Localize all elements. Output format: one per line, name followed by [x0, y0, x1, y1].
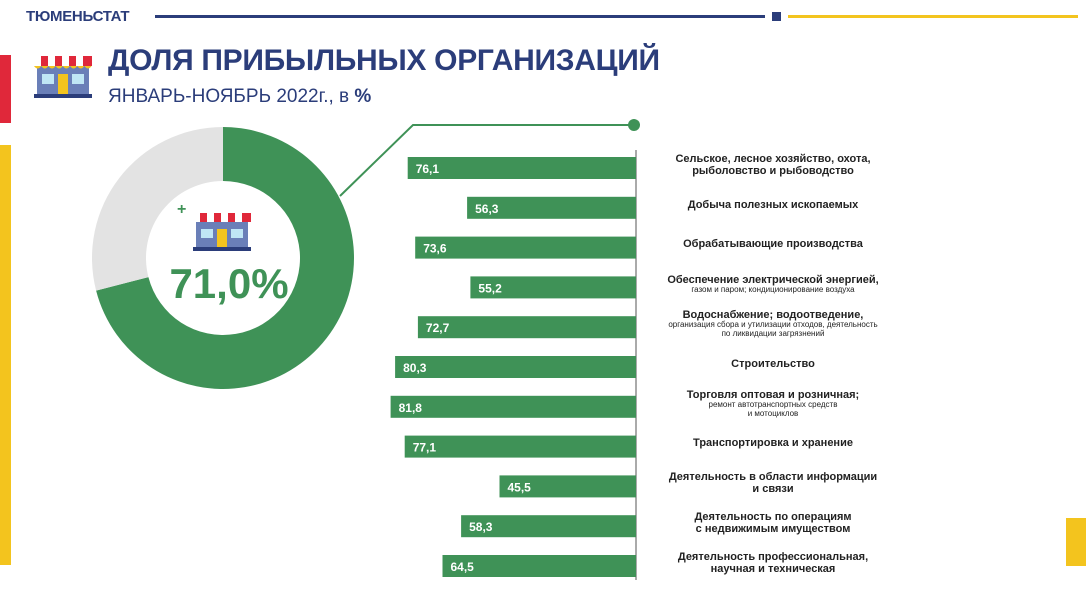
bar-value-label: 45,5 [508, 480, 532, 494]
bar-category-label: Торговля оптовая и розничная; ремонт авто… [648, 389, 898, 419]
bar [390, 395, 636, 418]
bar-category-label: Водоснабжение; водоотведение, организация… [648, 309, 898, 339]
shop-icon-door [217, 229, 227, 248]
category-title: Транспортировка и хранение [693, 437, 853, 450]
category-title: Деятельность по операциям [694, 510, 852, 523]
bar [499, 475, 636, 498]
subtitle-period: ЯНВАРЬ-НОЯБРЬ 2022г., в [108, 86, 350, 107]
bar-value-label: 64,5 [451, 560, 475, 574]
donut-value-label: 71,0% [169, 260, 288, 307]
category-detail: по ликвидации загрязнений [721, 329, 825, 339]
header-rule-yellow [788, 15, 1078, 18]
category-title: Обеспечение электрической энергией, [667, 273, 879, 286]
category-detail: газом и паром; кондиционирование воздуха [691, 285, 855, 295]
page-subtitle: ЯНВАРЬ-НОЯБРЬ 2022г., в % [108, 86, 371, 108]
category-title: научная и техническая [710, 563, 836, 575]
shop-icon-base [193, 247, 251, 251]
bar-value-label: 76,1 [416, 162, 440, 176]
bar-category-label: Обрабатывающие производства [648, 238, 898, 250]
bar-category-label: Деятельность в области информации и связи [648, 471, 898, 496]
brand-logo-text: ТЮМЕНЬСТАТ [26, 8, 130, 25]
page-title: ДОЛЯ ПРИБЫЛЬНЫХ ОРГАНИЗАЦИЙ [108, 44, 660, 77]
donut-slice [92, 127, 224, 291]
bar-category-label: Строительство [648, 358, 898, 370]
left-accent-yellow [0, 145, 11, 565]
bar-category-label: Сельское, лесное хозяйство, охота, рыболо… [648, 153, 898, 178]
donut-slice [96, 127, 355, 390]
shop-icon-window [201, 229, 213, 238]
category-title: Добыча полезных ископаемых [687, 198, 859, 211]
bar-value-label: 80,3 [403, 361, 427, 375]
bar-value-label: 77,1 [413, 441, 437, 455]
connector-dot [628, 119, 640, 131]
bar-value-label: 73,6 [423, 242, 447, 256]
subtitle-unit: % [354, 86, 372, 107]
category-title: и связи [752, 483, 794, 496]
bar [407, 157, 636, 179]
bar-value-label: 55,2 [478, 281, 502, 295]
bar-value-label: 58,3 [469, 520, 493, 534]
shop-icon-stripe [207, 213, 214, 222]
corner-accent [1066, 518, 1086, 566]
bar [442, 555, 636, 577]
bar [470, 276, 636, 299]
bar [467, 196, 636, 219]
plus-icon: + [177, 201, 186, 218]
bar-category-label: Деятельность профессиональная, научная и … [648, 551, 898, 576]
bar [417, 316, 636, 339]
category-detail: организация сбора и утилизации отходов, … [668, 320, 878, 330]
left-accent-red [0, 55, 11, 123]
category-detail: и мотоциклов [747, 408, 799, 418]
shop-icon-window [231, 229, 243, 238]
shop-icon-stripe [193, 213, 200, 222]
donut-shop-icon [193, 213, 251, 251]
shop-icon-stripe [221, 213, 228, 222]
shop-icon-stripe [235, 213, 242, 222]
category-title: Строительство [731, 357, 815, 370]
category-title: Обрабатывающие производства [683, 238, 863, 251]
shop-icon [34, 52, 92, 103]
category-detail: ремонт автотранспортных средств [708, 399, 838, 409]
category-title: Деятельность в области информации [668, 471, 878, 484]
bar-category-label: Добыча полезных ископаемых [648, 199, 898, 211]
bar [461, 515, 636, 538]
connector-line [339, 124, 634, 197]
bar-value-label: 72,7 [426, 321, 450, 335]
header-rule-square [772, 12, 781, 21]
bar-category-label: Обеспечение электрической энергией, газом… [648, 274, 898, 295]
bar [404, 435, 636, 458]
header-rule-blue [155, 15, 765, 18]
category-title: рыболовство и рыбоводство [692, 165, 854, 177]
category-title: с недвижимым имуществом [695, 523, 851, 536]
category-title: Деятельность профессиональная, [677, 550, 869, 563]
category-title: Сельское, лесное хозяйство, охота, [675, 152, 871, 165]
bar-category-label: Транспортировка и хранение [648, 437, 898, 449]
bar-value-label: 81,8 [399, 401, 423, 415]
bar [415, 236, 636, 259]
bar-category-label: Деятельность по операциям с недвижимым им… [648, 511, 898, 536]
bar-value-label: 56,3 [475, 202, 499, 216]
category-title: Торговля оптовая и розничная; [686, 388, 860, 401]
category-title: Водоснабжение; водоотведение, [682, 309, 864, 322]
bar [395, 356, 636, 378]
